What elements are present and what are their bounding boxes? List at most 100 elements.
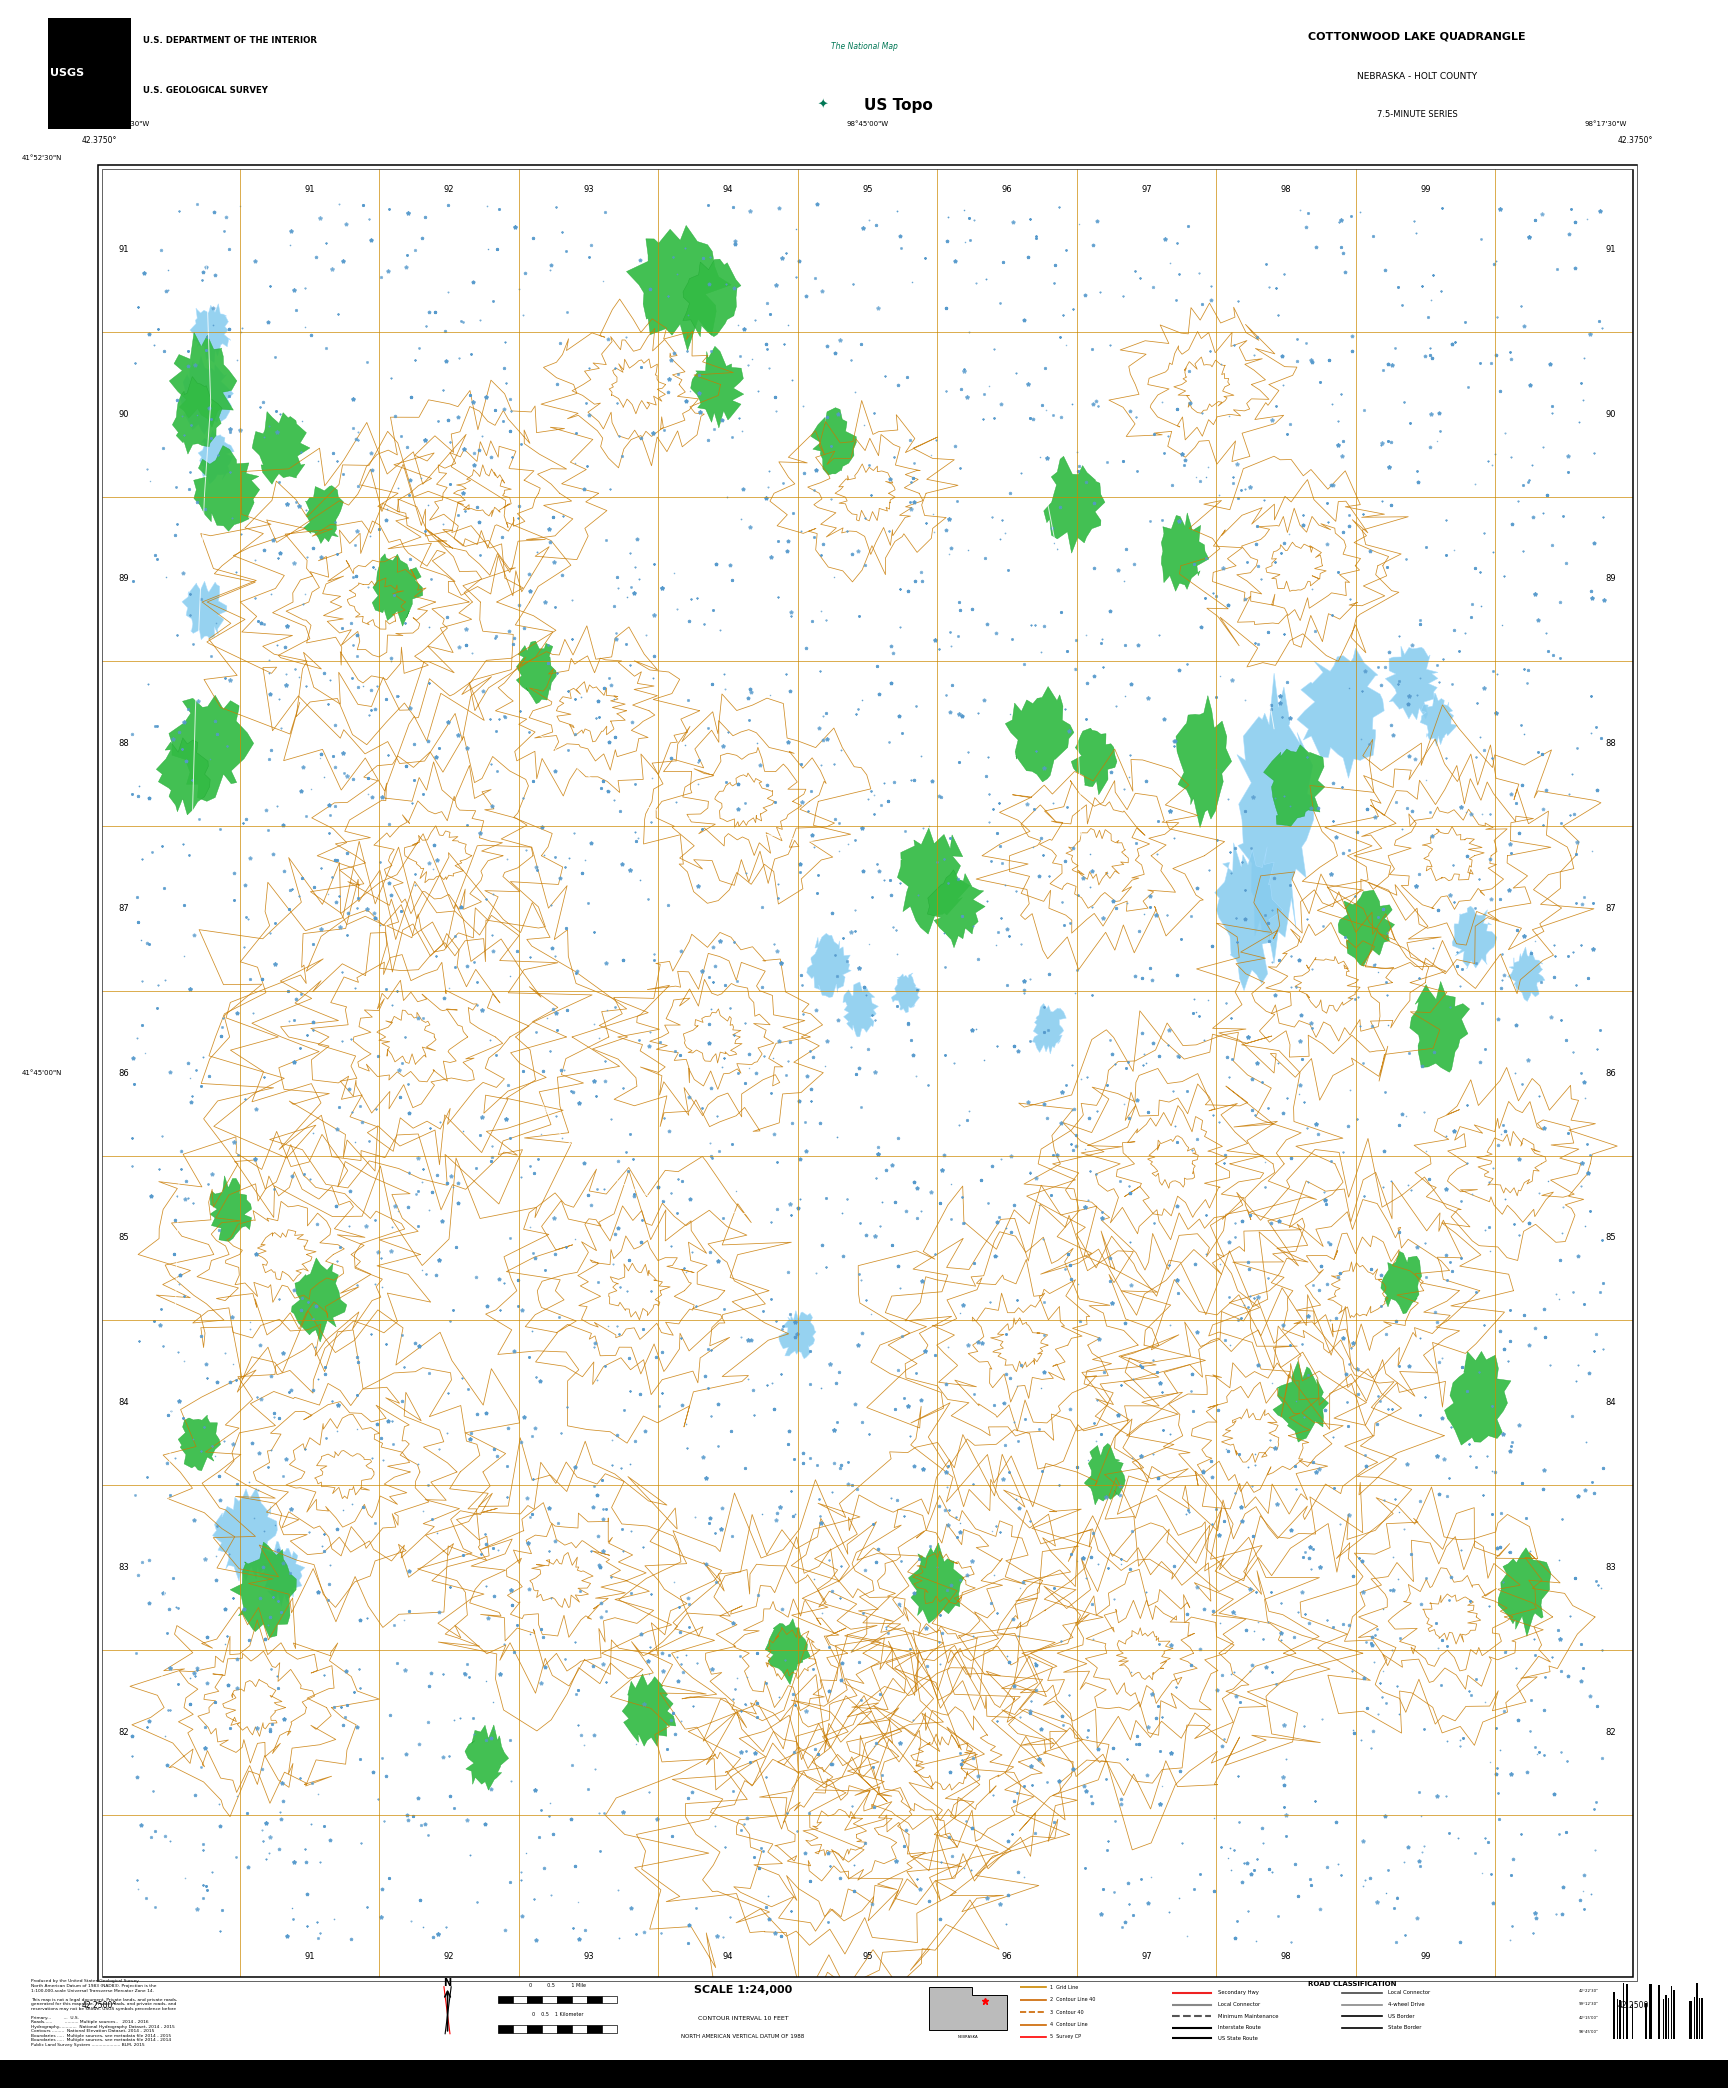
Text: 99: 99: [1420, 186, 1431, 194]
Text: generated for this mapscale. Private roads, and private roads, and: generated for this mapscale. Private roa…: [31, 2002, 176, 2007]
Text: 99: 99: [1420, 1952, 1431, 1961]
Text: The National Map: The National Map: [831, 42, 897, 52]
Text: 41°52'30"N: 41°52'30"N: [21, 155, 62, 161]
Text: 91: 91: [1605, 244, 1616, 255]
Text: NORTH AMERICAN VERTICAL DATUM OF 1988: NORTH AMERICAN VERTICAL DATUM OF 1988: [681, 2034, 805, 2038]
Text: ROAD CLASSIFICATION: ROAD CLASSIFICATION: [1308, 1982, 1396, 1988]
Text: 91: 91: [304, 186, 314, 194]
Polygon shape: [843, 981, 878, 1038]
Bar: [1657, 1986, 1659, 2038]
Text: 90: 90: [1605, 409, 1616, 420]
Bar: [1690, 2002, 1692, 2038]
Polygon shape: [292, 1257, 347, 1343]
Text: 98: 98: [1280, 186, 1291, 194]
Text: 89: 89: [1605, 574, 1616, 583]
Polygon shape: [691, 347, 743, 428]
Text: Primary...         ...  U.S.: Primary... ... U.S.: [31, 2015, 79, 2019]
Text: 0          0.5           1 Mile: 0 0.5 1 Mile: [529, 1984, 586, 1988]
Text: Produced by the United States Geological Survey: Produced by the United States Geological…: [31, 1979, 138, 1984]
Text: 90: 90: [119, 409, 130, 420]
Text: 98°17'30"W: 98°17'30"W: [1585, 121, 1628, 127]
Polygon shape: [1044, 457, 1104, 553]
Polygon shape: [372, 553, 423, 626]
Polygon shape: [1386, 645, 1438, 720]
Polygon shape: [930, 1986, 1006, 2030]
Bar: [556, 1996, 572, 2004]
Text: Boundaries .....  Multiple sources, see metadata file 2014 - 2014: Boundaries ..... Multiple sources, see m…: [31, 2038, 171, 2042]
Text: 41°45'00"N: 41°45'00"N: [21, 1071, 62, 1075]
Polygon shape: [1452, 906, 1496, 969]
Bar: [601, 1996, 617, 2004]
Text: 93: 93: [582, 1952, 594, 1961]
Bar: [498, 1996, 513, 2004]
Text: 84: 84: [119, 1399, 130, 1407]
Text: 42°15'00": 42°15'00": [1579, 2017, 1598, 2021]
Text: 0    0.5    1 Kilometer: 0 0.5 1 Kilometer: [532, 2011, 582, 2017]
Text: 98°45'00"W: 98°45'00"W: [847, 121, 888, 127]
Text: 88: 88: [119, 739, 130, 748]
Text: 96: 96: [1002, 1952, 1013, 1961]
Text: 97: 97: [1140, 1952, 1153, 1961]
Text: 92: 92: [444, 1952, 454, 1961]
Bar: [498, 2025, 513, 2034]
Polygon shape: [1263, 745, 1325, 827]
Bar: [572, 1996, 588, 2004]
Polygon shape: [173, 376, 223, 453]
Text: 84: 84: [1605, 1399, 1616, 1407]
Text: 95: 95: [862, 186, 873, 194]
Text: ✦: ✦: [817, 98, 828, 113]
Text: 1:100,000-scale Universal Transverse Mercator Zone 14.: 1:100,000-scale Universal Transverse Mer…: [31, 1988, 154, 1992]
Text: Public Land Survey System ..................... BLM, 2015: Public Land Survey System ..............…: [31, 2042, 145, 2046]
Bar: [556, 2025, 572, 2034]
Text: 42.3750°: 42.3750°: [1617, 136, 1654, 146]
Text: U.S. DEPARTMENT OF THE INTERIOR: U.S. DEPARTMENT OF THE INTERIOR: [143, 35, 318, 46]
Text: 89: 89: [119, 574, 130, 583]
Text: 82: 82: [119, 1727, 130, 1737]
Text: 91: 91: [304, 1952, 314, 1961]
Bar: [572, 2025, 588, 2034]
Polygon shape: [627, 226, 731, 351]
Polygon shape: [259, 1541, 304, 1606]
Text: Hydrography.............  National Hydrography Dataset, 2014 - 2015: Hydrography............. National Hydrog…: [31, 2025, 175, 2030]
Polygon shape: [213, 1489, 276, 1581]
Text: 88: 88: [1605, 739, 1616, 748]
Text: Secondary Hwy: Secondary Hwy: [1218, 1990, 1258, 1996]
Bar: [1649, 1984, 1652, 2038]
Text: reservations may not be shown. USGS symbols precedence before: reservations may not be shown. USGS symb…: [31, 2007, 176, 2011]
Text: Contours .........  National Elevation Dataset, 2014 - 2015: Contours ......... National Elevation Da…: [31, 2030, 154, 2034]
Text: 99°12'30"W: 99°12'30"W: [107, 121, 150, 127]
Text: 94: 94: [722, 1952, 733, 1961]
Bar: [543, 1996, 556, 2004]
Polygon shape: [766, 1618, 810, 1685]
Text: 86: 86: [1605, 1069, 1616, 1077]
Polygon shape: [1410, 981, 1469, 1073]
Polygon shape: [1177, 695, 1232, 827]
Text: 86: 86: [119, 1069, 130, 1077]
Text: NEBRASKA - HOLT COUNTY: NEBRASKA - HOLT COUNTY: [1356, 71, 1477, 81]
Text: 83: 83: [119, 1564, 130, 1572]
Text: US Border: US Border: [1388, 2013, 1415, 2019]
Polygon shape: [1298, 647, 1384, 779]
Text: 2  Contour Line 40: 2 Contour Line 40: [1051, 1998, 1096, 2002]
Polygon shape: [465, 1725, 508, 1789]
Polygon shape: [230, 1543, 295, 1637]
Polygon shape: [1381, 1251, 1422, 1313]
Polygon shape: [622, 1675, 676, 1746]
Text: CONTOUR INTERVAL 10 FEET: CONTOUR INTERVAL 10 FEET: [698, 2017, 788, 2021]
Polygon shape: [1071, 729, 1116, 796]
Text: SCALE 1:24,000: SCALE 1:24,000: [695, 1986, 791, 1996]
Polygon shape: [156, 737, 211, 814]
Polygon shape: [909, 1543, 964, 1622]
Text: USGS: USGS: [50, 69, 85, 77]
Bar: [601, 2025, 617, 2034]
Text: 4  Contour Line: 4 Contour Line: [1051, 2021, 1089, 2027]
Bar: [0, 2061, 1728, 2088]
Text: 1  Grid Line: 1 Grid Line: [1051, 1986, 1078, 1990]
Text: Local Connector: Local Connector: [1218, 2002, 1260, 2007]
Polygon shape: [928, 871, 985, 948]
Polygon shape: [779, 1311, 816, 1359]
Text: 94: 94: [722, 186, 733, 194]
Polygon shape: [180, 357, 233, 434]
Text: 93: 93: [582, 186, 594, 194]
Bar: [1645, 2002, 1647, 2038]
